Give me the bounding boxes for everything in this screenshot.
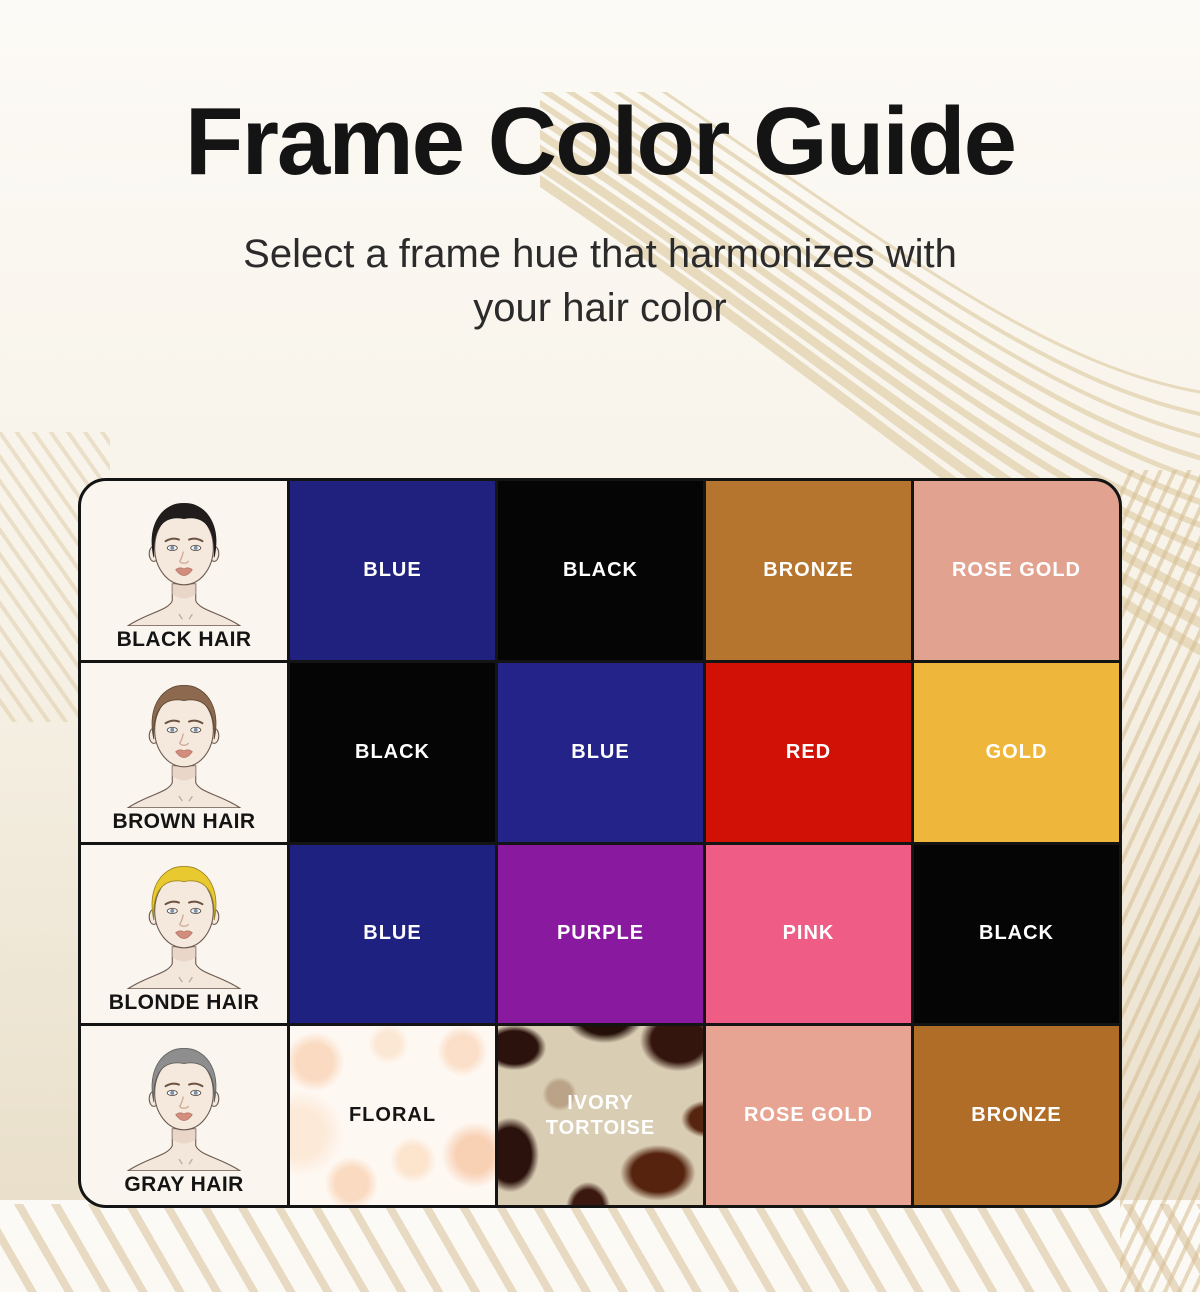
hair-shape	[151, 684, 217, 739]
hair-type-cell-blonde: BLONDE HAIR	[81, 844, 287, 1024]
hair-type-label: GRAY HAIR	[124, 1173, 244, 1196]
hair-shape	[151, 866, 217, 921]
hair-type-cell-black: BLACK HAIR	[81, 481, 287, 660]
woman-face-illustration	[126, 502, 242, 626]
frame-color-label: BLUE	[363, 558, 422, 581]
frame-color-swatch-floral: FLORAL	[290, 1026, 495, 1205]
frame-color-swatch: BLUE	[498, 662, 703, 842]
frame-color-swatch: PINK	[706, 844, 911, 1024]
diagonal-stripes-decoration	[1120, 470, 1200, 1292]
frame-color-label: IVORY TORTOISE	[545, 1091, 656, 1139]
frame-color-label: BLACK	[563, 558, 638, 581]
page-subtitle: Select a frame hue that harmonizes with …	[243, 231, 957, 330]
frame-color-label: PINK	[782, 922, 835, 945]
hair-type-label: BLONDE HAIR	[108, 991, 260, 1015]
woman-face-illustration	[126, 1048, 242, 1171]
hair-type-cell-gray: GRAY HAIR	[81, 1026, 287, 1205]
frame-color-swatch: BLUE	[290, 844, 495, 1024]
frame-color-label: GOLD	[985, 740, 1048, 763]
frame-color-label: BLUE	[363, 922, 422, 945]
frame-color-swatch: BLACK	[498, 481, 703, 660]
hair-type-cell-brown: BROWN HAIR	[81, 662, 287, 842]
frame-color-label: BLACK	[979, 922, 1054, 945]
frame-color-swatch: BLACK	[290, 662, 495, 842]
frame-color-label: BRONZE	[763, 558, 854, 581]
woman-face-illustration	[126, 866, 242, 990]
woman-face-illustration	[126, 684, 242, 808]
frame-color-label: BLUE	[571, 740, 630, 763]
hair-shape	[151, 1048, 217, 1103]
frame-color-label: PURPLE	[556, 922, 645, 945]
frame-color-label: ROSE GOLD	[951, 558, 1081, 581]
frame-color-swatch: PURPLE	[498, 844, 703, 1024]
frame-color-swatch-ivory-tortoise: IVORY TORTOISE	[498, 1026, 703, 1205]
page-title: Frame Color Guide	[184, 88, 1017, 195]
frame-color-swatch: RED	[706, 662, 911, 842]
frame-color-label: BLACK	[355, 740, 430, 763]
hair-type-label: BROWN HAIR	[112, 809, 256, 833]
hair-type-label: BLACK HAIR	[116, 627, 252, 651]
frame-color-label: FLORAL	[348, 1104, 437, 1127]
frame-color-guide-table: BLACK HAIR BLUE BLACK BRONZE ROSE GOLD	[78, 478, 1122, 1208]
diagonal-stripes-decoration	[0, 1204, 1200, 1292]
frame-color-swatch: BLACK	[914, 844, 1119, 1024]
frame-color-swatch: BRONZE	[706, 481, 911, 660]
frame-color-swatch: BLUE	[290, 481, 495, 660]
frame-color-swatch: ROSE GOLD	[914, 481, 1119, 660]
frame-color-swatch: BRONZE	[914, 1026, 1119, 1205]
frame-color-label: ROSE GOLD	[743, 1104, 873, 1127]
frame-color-swatch: GOLD	[914, 662, 1119, 842]
frame-color-swatch: ROSE GOLD	[706, 1026, 911, 1205]
hair-shape	[151, 502, 217, 557]
frame-color-label: BRONZE	[971, 1104, 1062, 1127]
frame-color-label: RED	[785, 740, 832, 763]
